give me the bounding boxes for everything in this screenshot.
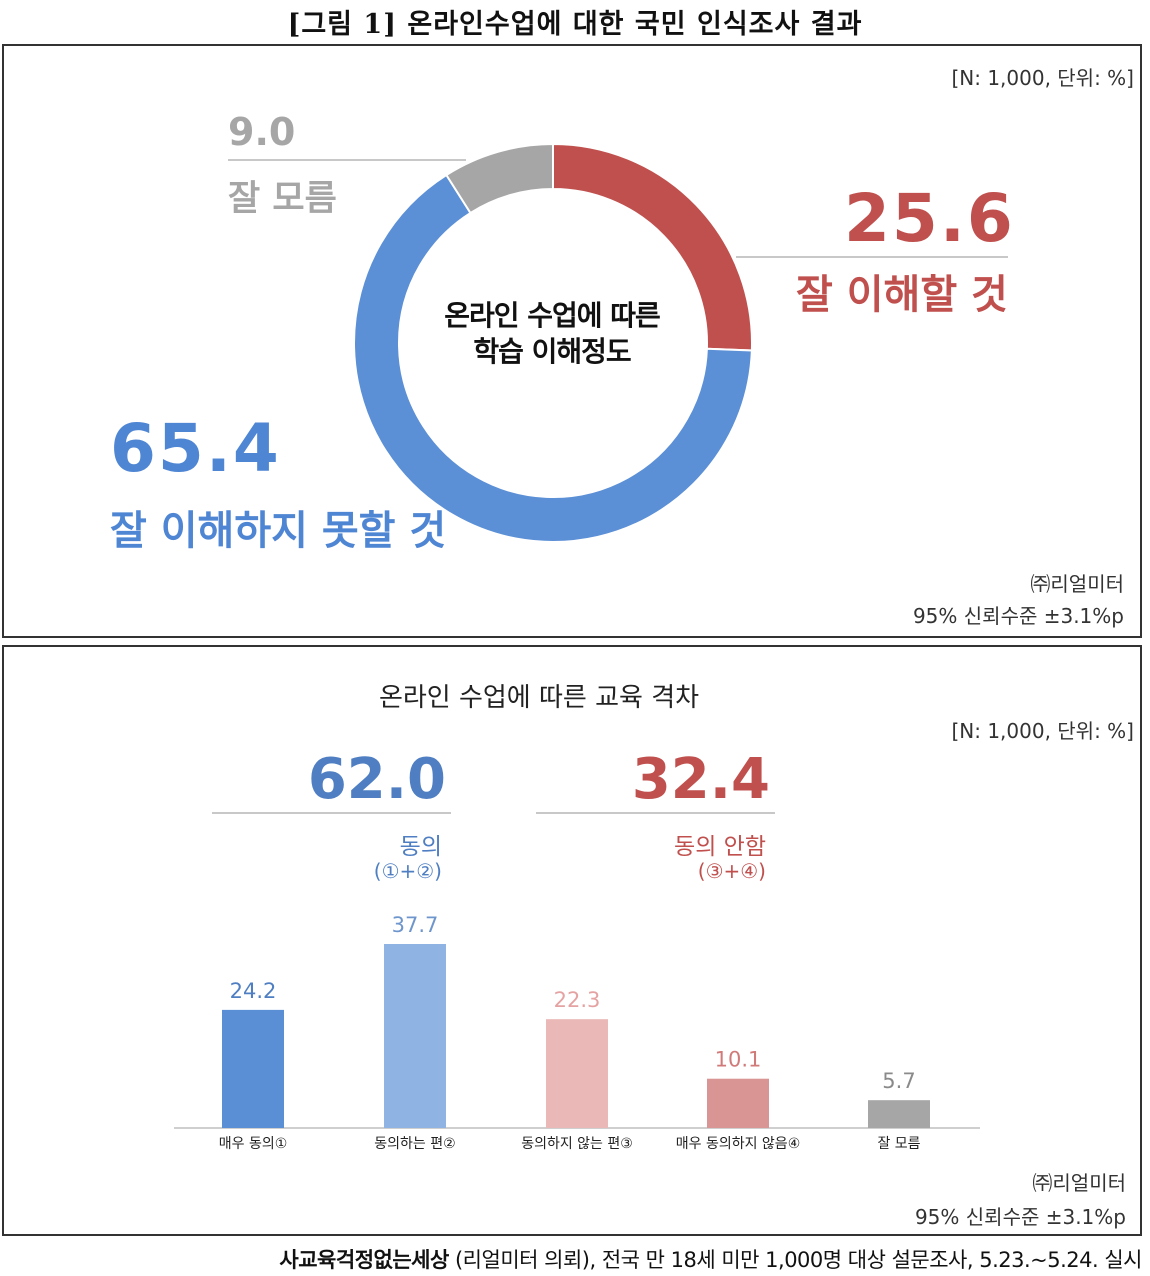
disagree-total-value: 32.4 [631, 747, 770, 812]
footer-org: 사교육걱정없는세상 [279, 1248, 449, 1272]
source-label-2: ㈜리얼미터 [1032, 1171, 1126, 1195]
bar-category-label-5: 잘 모름 [877, 1136, 920, 1152]
source-label: ㈜리얼미터 [1030, 572, 1124, 596]
bar-3 [546, 1019, 608, 1128]
bar-category-label-2: 동의하는 편② [374, 1136, 455, 1152]
bar-value-label-3: 22.3 [554, 988, 601, 1012]
bar-chart-title: 온라인 수업에 따른 교육 격차 [378, 683, 700, 713]
unknown-category-label: 잘 모름 [228, 179, 337, 219]
bar-value-label-1: 24.2 [230, 979, 277, 1003]
good-category-label: 잘 이해할 것 [796, 272, 1008, 318]
sample-meta: [N: 1,000, 단위: %] [951, 66, 1134, 90]
bar-chart-panel: 온라인 수업에 따른 교육 격차 [N: 1,000, 단위: %] 24.2 매… [2, 645, 1142, 1236]
bar-chart: 24.2 매우 동의① 37.7 동의하는 편② 22.3 동의하지 않는 편③ 10.1 매… [174, 812, 980, 1152]
donut-chart-panel: [N: 1,000, 단위: %] 9.0 잘 모름 25.6 잘 이해할 것 … [2, 44, 1142, 638]
footer-note: 사교육걱정없는세상 (리얼미터 의뢰), 전국 만 18세 미만 1,000명 … [0, 1244, 1142, 1274]
center-line-1: 온라인 수업에 따른 [444, 299, 661, 332]
agree-total-value: 62.0 [307, 747, 446, 812]
donut-slice-unknown [444, 142, 554, 215]
donut-slice-bad [353, 173, 753, 543]
bar-value-label-4: 10.1 [715, 1048, 762, 1072]
bar-category-label-1: 매우 동의① [219, 1136, 288, 1152]
bar-5 [868, 1100, 930, 1128]
agree-sub-label: (①+②) [373, 859, 442, 883]
good-value-label: 25.6 [844, 180, 1015, 257]
confidence-label-2: 95% 신뢰수준 ±3.1%p [914, 1205, 1126, 1229]
donut-center-title: 온라인 수업에 따른 학습 이해정도 [402, 298, 702, 370]
bar-1 [222, 1009, 284, 1128]
figure-title: [그림 1] 온라인수업에 대한 국민 인식조사 결과 [287, 9, 863, 40]
center-line-2: 학습 이해정도 [473, 335, 631, 368]
agree-label: 동의 [399, 834, 442, 860]
donut-chart [228, 142, 1008, 543]
sample-meta-2: [N: 1,000, 단위: %] [951, 719, 1134, 743]
bad-category-label: 잘 이해하지 못할 것 [110, 508, 447, 554]
bar-4 [707, 1078, 769, 1128]
disagree-sub-label: (③+④) [697, 859, 766, 883]
unknown-value-label: 9.0 [228, 110, 296, 154]
footer-rest: (리얼미터 의뢰), 전국 만 18세 미만 1,000명 대상 설문조사, 5… [448, 1248, 1143, 1272]
disagree-label: 동의 안함 [674, 834, 766, 860]
bar-2 [384, 944, 446, 1128]
bar-value-label-2: 37.7 [392, 913, 439, 937]
bar-category-label-3: 동의하지 않는 편③ [521, 1136, 633, 1152]
bar-category-label-4: 매우 동의하지 않음④ [676, 1136, 801, 1152]
bar-value-label-5: 5.7 [882, 1069, 915, 1093]
bad-value-label: 65.4 [110, 410, 281, 487]
confidence-label: 95% 신뢰수준 ±3.1%p [912, 604, 1124, 628]
